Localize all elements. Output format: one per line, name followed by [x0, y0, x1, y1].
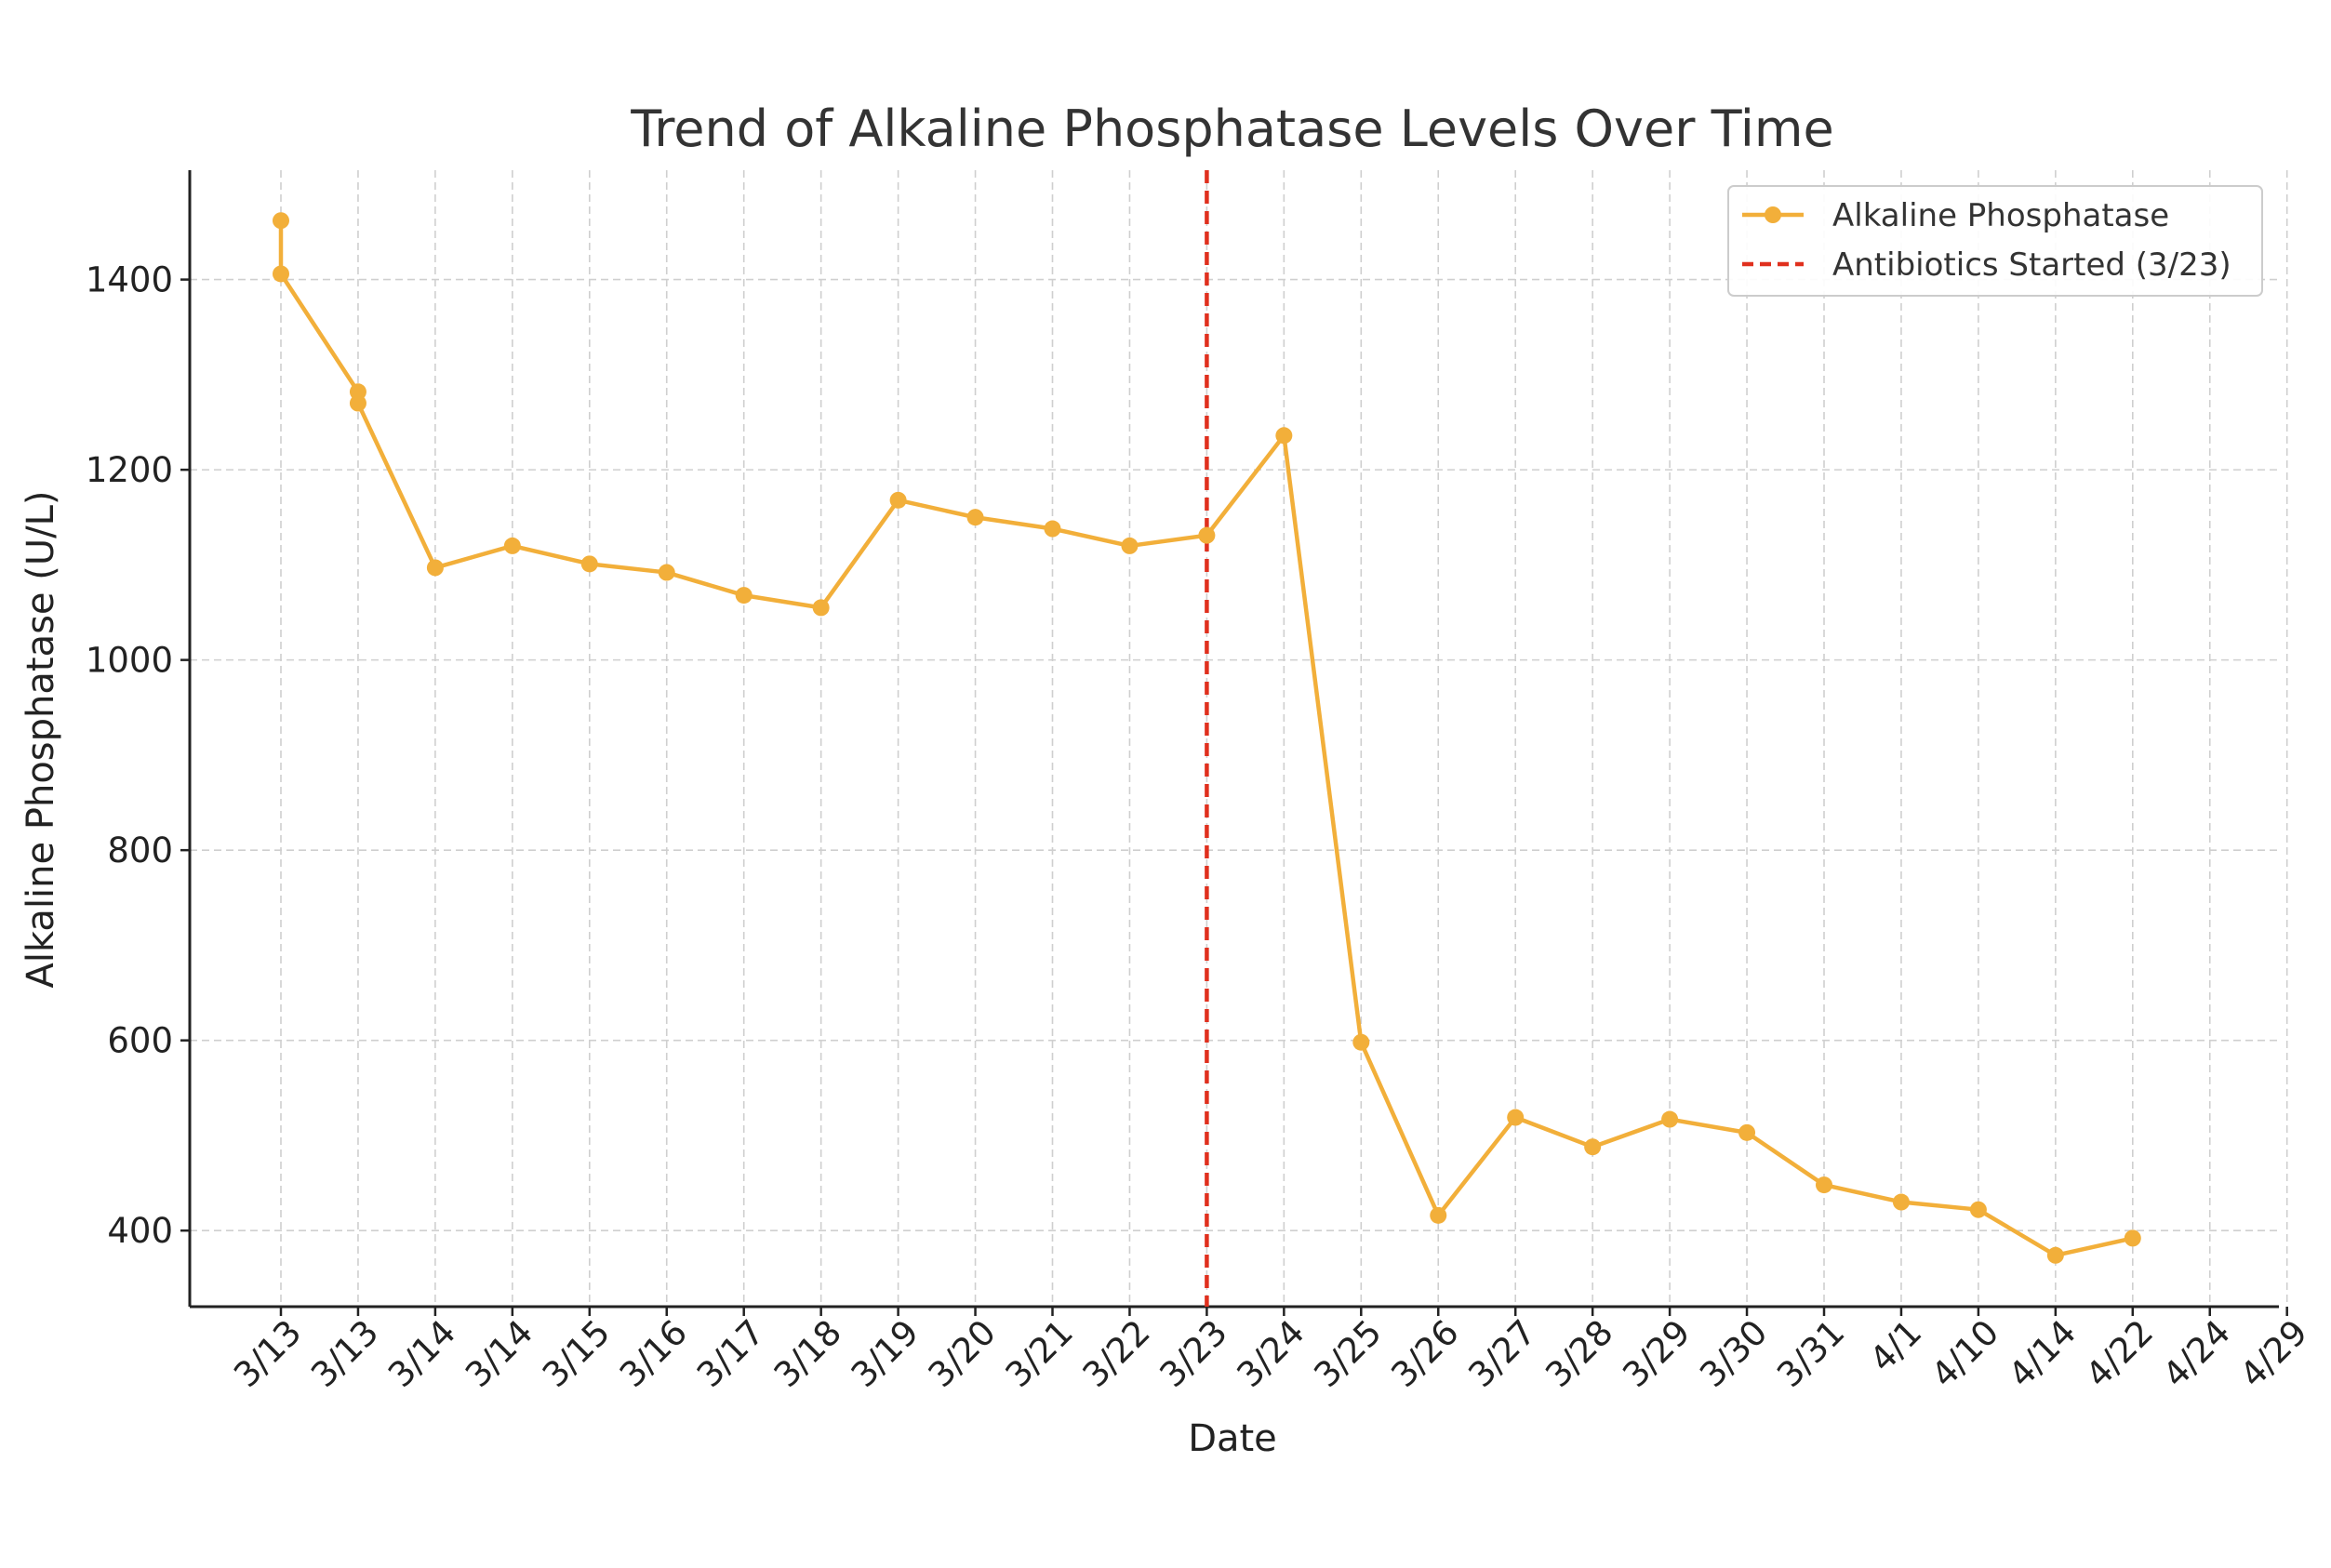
x-tick-label: 3/13 [226, 1312, 309, 1395]
x-tick-label: 3/27 [1460, 1312, 1543, 1395]
x-tick-label: 4/29 [2232, 1312, 2315, 1395]
data-point [1507, 1109, 1525, 1126]
data-point [889, 491, 907, 509]
x-tick-label: 4/22 [2078, 1312, 2161, 1395]
data-point [1661, 1110, 1679, 1128]
data-point [1198, 526, 1216, 544]
y-axis-label: Alkaline Phosphatase (U/L) [20, 491, 62, 989]
x-tick-label: 4/1 [1862, 1312, 1930, 1380]
data-point [1430, 1206, 1447, 1224]
y-tick-label: 1200 [86, 450, 173, 490]
x-tick-label: 4/24 [2155, 1312, 2238, 1395]
x-tick-label: 3/25 [1307, 1312, 1390, 1395]
y-tick-label: 600 [107, 1021, 173, 1061]
data-point [2124, 1229, 2141, 1247]
x-tick-label: 3/30 [1692, 1312, 1775, 1395]
chart-title: Trend of Alkaline Phosphatase Levels Ove… [630, 100, 1834, 158]
x-tick-label: 3/14 [458, 1312, 540, 1395]
data-point [1816, 1176, 1832, 1194]
data-point [273, 265, 289, 283]
data-point [1969, 1201, 1987, 1218]
y-tick-label: 400 [107, 1211, 173, 1251]
data-point [812, 599, 830, 617]
x-tick-label: 4/10 [1924, 1312, 2006, 1395]
x-tick-label: 3/29 [1615, 1312, 1698, 1395]
data-point [349, 394, 366, 412]
series [273, 212, 2141, 1264]
y-tick-label: 800 [107, 831, 173, 870]
x-tick-label: 3/31 [1769, 1312, 1852, 1395]
grid [190, 170, 2288, 1307]
x-tick-label: 3/16 [612, 1312, 695, 1395]
data-point [1352, 1033, 1370, 1051]
legend: Alkaline Phosphatase Antibiotics Started… [1727, 185, 2263, 297]
x-tick-label: 3/20 [921, 1312, 1004, 1395]
data-point [503, 537, 521, 554]
x-tick-label: 4/14 [2001, 1312, 2084, 1395]
x-axis-label: Date [1188, 1417, 1277, 1460]
data-point [1892, 1193, 1910, 1211]
data-point [1121, 537, 1139, 554]
data-point [658, 564, 675, 581]
x-tick-label: 3/22 [1075, 1312, 1158, 1395]
data-point [273, 212, 289, 230]
data-point [1044, 520, 1061, 538]
legend-series-marker [1765, 206, 1781, 223]
legend-label-series: Alkaline Phosphatase [1832, 197, 2169, 234]
legend-box [1727, 185, 2263, 297]
x-tick-label: 3/24 [1230, 1312, 1312, 1395]
x-tick-label: 3/21 [998, 1312, 1081, 1395]
y-tick-label: 1400 [86, 260, 173, 300]
y-tick-label: 1000 [86, 641, 173, 681]
x-tick-label: 3/19 [844, 1312, 926, 1395]
x-tick-label: 3/17 [689, 1312, 772, 1395]
x-tick-label: 3/14 [380, 1312, 463, 1395]
legend-label-vline: Antibiotics Started (3/23) [1832, 246, 2231, 284]
data-point [1275, 427, 1293, 445]
x-tick-label: 3/13 [303, 1312, 386, 1395]
x-tick-label: 3/18 [766, 1312, 849, 1395]
data-point [1738, 1123, 1756, 1141]
x-tick-label: 3/26 [1383, 1312, 1466, 1395]
data-point [1584, 1138, 1602, 1156]
data-point [2046, 1246, 2064, 1264]
data-point [966, 509, 984, 526]
data-point [580, 555, 598, 573]
data-point [426, 559, 444, 577]
x-tick-label: 3/28 [1538, 1312, 1620, 1395]
data-point [735, 587, 753, 605]
x-tick-label: 3/15 [535, 1312, 618, 1395]
x-tick-label: 3/23 [1152, 1312, 1235, 1395]
